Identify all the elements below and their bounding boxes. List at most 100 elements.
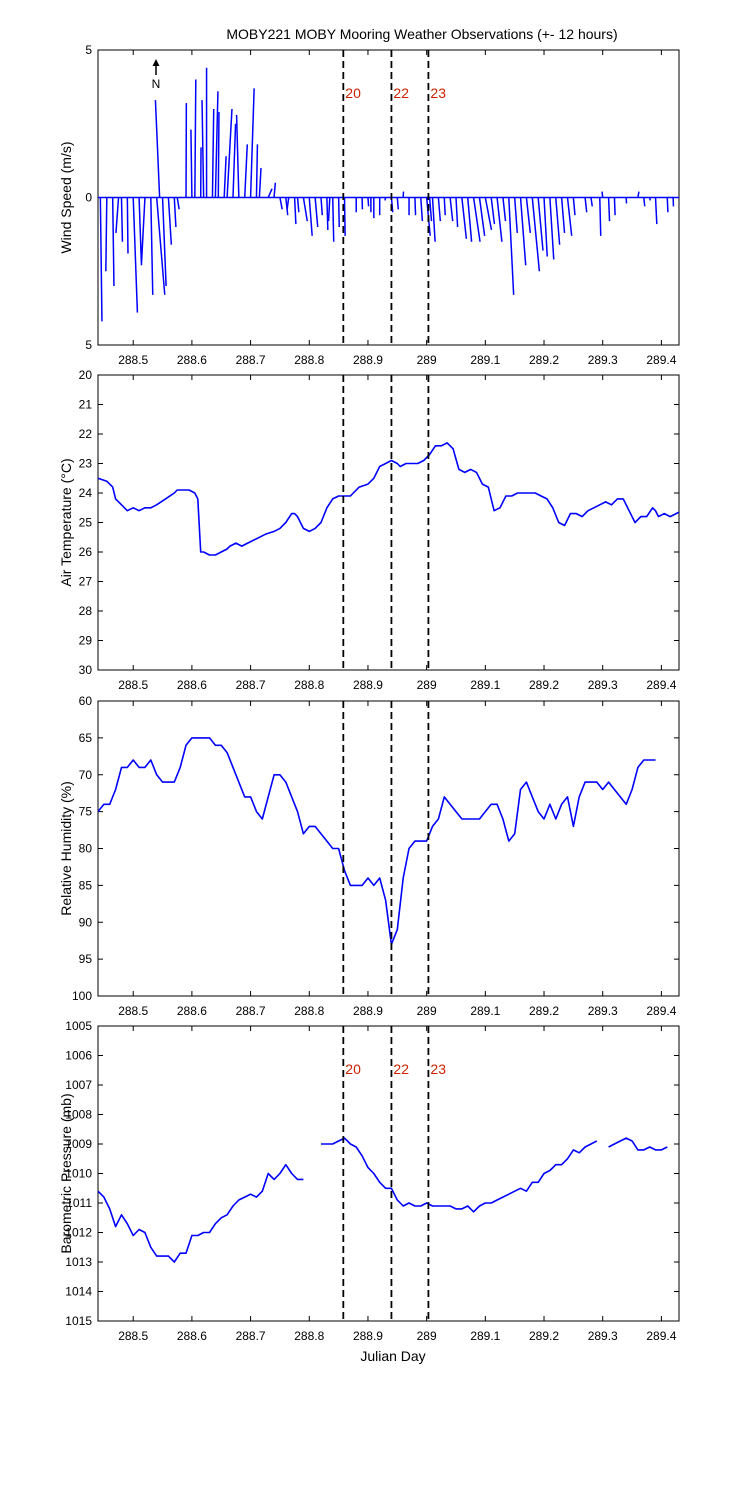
- humidity-data: [98, 737, 656, 946]
- temperature-y-tick-label: 22: [79, 427, 93, 441]
- wind-vector: [293, 197, 297, 225]
- wind-marker-label: 23: [430, 85, 446, 101]
- wind-panel: 288.5 288.6 288.7 288.8 288.9 289 289.1 289.2 28…: [58, 43, 680, 367]
- pressure-x-tick-label: 289.1: [470, 1329, 500, 1343]
- humidity-y-tick-label: 85: [79, 878, 93, 892]
- wind-vector: [279, 197, 283, 210]
- wind-vector: [466, 197, 473, 242]
- wind-marker-label: 22: [393, 85, 409, 101]
- wind-x-tick-label: 288.8: [294, 353, 324, 367]
- pressure-y-tick-label: 1008: [65, 1108, 92, 1122]
- pressure-marker-label: 23: [430, 1061, 446, 1077]
- temperature-x-tick-label: 288.6: [177, 678, 207, 692]
- wind-x-tick-label: 288.6: [177, 353, 207, 367]
- wind-vector: [211, 108, 215, 198]
- wind-vector: [235, 114, 240, 198]
- pressure-y-tick-label: 1015: [65, 1314, 92, 1328]
- humidity-x-tick-label: 289.1: [470, 1004, 500, 1018]
- wind-vector: [513, 197, 519, 233]
- wind-vector: [302, 197, 309, 222]
- temperature-y-tick-label: 23: [79, 457, 93, 471]
- wind-vector: [314, 197, 319, 228]
- wind-x-tick-label: 288.7: [236, 353, 266, 367]
- wind-vector: [560, 197, 566, 233]
- wind-vector: [226, 108, 233, 198]
- pressure-axes-frame: [97, 1025, 680, 1322]
- wind-vector: [537, 197, 544, 251]
- wind-vector: [543, 197, 548, 257]
- pressure-y-tick-label: 1005: [65, 1019, 92, 1033]
- humidity-y-tick-label: 60: [79, 694, 93, 708]
- wind-x-tick-label: 289.1: [470, 353, 500, 367]
- humidity-y-tick-label: 75: [79, 805, 93, 819]
- temperature-y-tick-label: 26: [79, 545, 93, 559]
- wind-y-tick-label: 5: [85, 338, 92, 352]
- humidity-x-tick-label: 288.5: [118, 1004, 148, 1018]
- wind-vector: [273, 182, 277, 198]
- temperature-y-tick-label: 24: [79, 486, 93, 500]
- pressure-y-tick-label: 1012: [65, 1226, 92, 1240]
- humidity-axes-frame: [97, 700, 680, 997]
- wind-vector: [437, 197, 442, 222]
- pressure-x-tick-label: 289.2: [529, 1329, 559, 1343]
- pressure-x-tick-label: 289.4: [646, 1329, 676, 1343]
- pressure-marker-label: 20: [345, 1061, 361, 1077]
- temperature-series-line: [98, 442, 679, 556]
- pressure-x-tick-label: 289: [417, 1329, 437, 1343]
- wind-vector: [566, 197, 573, 236]
- wind-vector: [176, 197, 180, 210]
- wind-vector: [384, 197, 387, 201]
- wind-vector: [154, 100, 161, 198]
- wind-vector: [296, 197, 300, 213]
- wind-vector: [249, 88, 255, 198]
- temperature-x-tick-label: 289.1: [470, 678, 500, 692]
- wind-vector: [126, 197, 129, 254]
- wind-vector: [431, 197, 436, 242]
- wind-vector: [327, 197, 331, 222]
- wind-x-tick-label: 289: [417, 353, 437, 367]
- wind-vector: [267, 188, 273, 198]
- wind-y-tick-label: 0: [85, 191, 92, 205]
- pressure-x-tick-label: 288.9: [353, 1329, 383, 1343]
- wind-vector: [150, 197, 154, 295]
- pressure-x-tick-label: 289.3: [588, 1329, 618, 1343]
- humidity-panel: 288.5 288.6 288.7 288.8 288.9 289 289.1 289.2 28…: [58, 694, 680, 1018]
- wind-vector: [105, 197, 108, 272]
- wind-vector: [508, 197, 515, 295]
- wind-vector: [654, 197, 658, 225]
- wind-vector: [531, 197, 541, 272]
- humidity-x-tick-label: 289: [417, 1004, 437, 1018]
- wind-vector: [555, 197, 561, 245]
- wind-marker-label: 20: [345, 85, 361, 101]
- temperature-y-tick-label: 30: [79, 663, 93, 677]
- wind-x-tick-label: 289.3: [588, 353, 618, 367]
- wind-vector: [484, 197, 493, 231]
- pressure-y-axis-label: Barometric Pressure (mb): [58, 1093, 74, 1253]
- temperature-y-tick-label: 20: [79, 368, 93, 382]
- figure-title: MOBY221 MOBY Mooring Weather Observation…: [226, 26, 617, 42]
- x-axis-label: Julian Day: [360, 1348, 425, 1364]
- wind-vector: [161, 197, 167, 287]
- humidity-y-tick-label: 70: [79, 768, 93, 782]
- chart-panels: 288.5 288.6 288.7 288.8 288.9 289 289.1 289.2 28…: [58, 43, 680, 1343]
- pressure-series-line: [321, 1137, 598, 1213]
- wind-vector: [223, 156, 227, 198]
- humidity-y-axis-label: Relative Humidity (%): [58, 781, 74, 916]
- temperature-y-tick-label: 25: [79, 516, 93, 530]
- pressure-data: [98, 1137, 668, 1263]
- wind-vector: [308, 197, 313, 236]
- wind-vector: [490, 197, 496, 225]
- wind-vector: [367, 197, 370, 207]
- humidity-x-tick-label: 288.9: [353, 1004, 383, 1018]
- pressure-y-tick-label: 1011: [66, 1196, 92, 1210]
- pressure-y-tick-label: 1006: [65, 1049, 92, 1063]
- wind-vector: [414, 197, 417, 216]
- temperature-x-tick-label: 289.3: [588, 678, 618, 692]
- wind-y-tick-label: 5: [85, 43, 92, 57]
- wind-vector: [455, 197, 459, 228]
- wind-vector: [428, 197, 433, 222]
- temperature-panel: 288.5 288.6 288.7 288.8 288.9 289 289.1 289.2 28…: [58, 368, 680, 692]
- pressure-y-tick-label: 1014: [65, 1285, 92, 1299]
- temperature-y-tick-label: 29: [79, 634, 93, 648]
